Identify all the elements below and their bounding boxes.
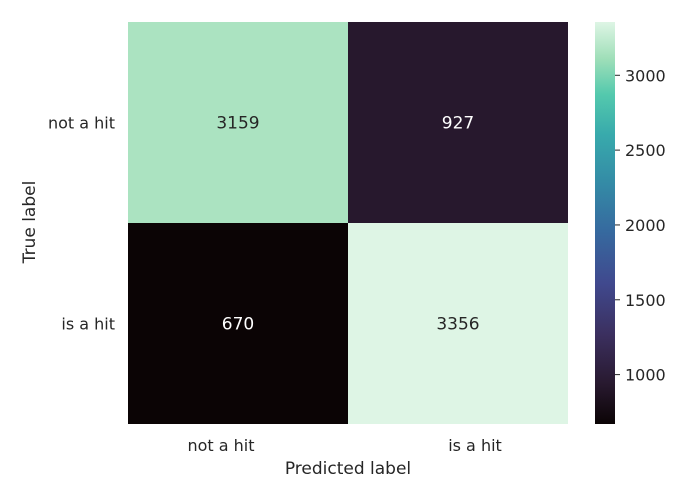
colorbar-tick-label: 3000: [625, 66, 666, 85]
y-tick-label: not a hit: [48, 114, 115, 133]
heatmap-axes: Predicted label True label: [20, 181, 411, 479]
heatmap-labels: 3159 927 670 3356 not a hit is a hit not a hit…: [48, 114, 502, 456]
colorbar-tick-label: 1000: [625, 366, 666, 385]
x-tick-label: not a hit: [187, 436, 254, 455]
colorbar-tick-label: 1500: [625, 291, 666, 310]
heatmap-cell-r0-c1: [348, 22, 568, 223]
cell-value-label: 927: [442, 114, 474, 134]
heatmap-cell-r1-c0: [128, 223, 348, 424]
colorbar: 1000 1500 2000 2500 3000: [595, 22, 666, 424]
cell-value-label: 3356: [436, 315, 479, 335]
x-axis-label: Predicted label: [285, 459, 411, 479]
heatmap-cell-r1-c1: [348, 223, 568, 424]
x-tick-label: is a hit: [448, 436, 502, 455]
cell-value-label: 670: [222, 315, 254, 335]
heatmap-cell-r0-c0: [128, 22, 348, 223]
y-tick-label: is a hit: [61, 315, 115, 334]
cell-value-label: 3159: [216, 114, 259, 134]
heatmap-cells: [128, 22, 568, 424]
y-axis-label: True label: [20, 181, 40, 265]
colorbar-tick-label: 2000: [625, 216, 666, 235]
colorbar-tick-label: 2500: [625, 141, 666, 160]
colorbar-gradient: [595, 22, 615, 424]
